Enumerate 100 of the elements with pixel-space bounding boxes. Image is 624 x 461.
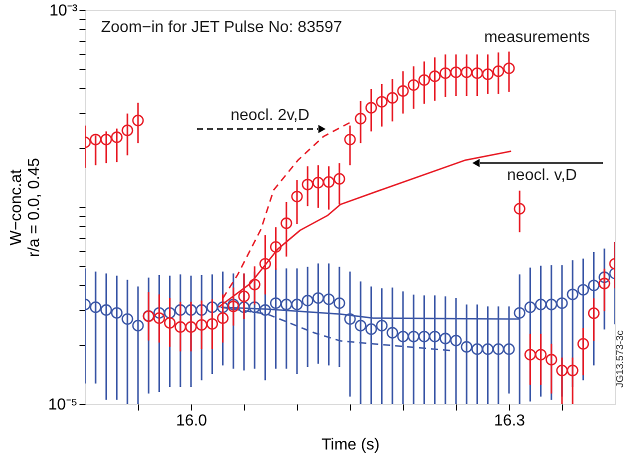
point — [471, 67, 484, 79]
point — [428, 70, 441, 82]
point — [460, 341, 472, 353]
point — [185, 321, 197, 333]
point — [556, 297, 568, 309]
point — [344, 134, 356, 146]
x-tick-label: 16.3 — [494, 412, 526, 430]
point — [598, 271, 610, 284]
point — [588, 280, 600, 292]
x-tick-label: 16.0 — [176, 412, 208, 430]
point — [164, 307, 176, 319]
point — [354, 320, 366, 332]
point — [534, 348, 547, 360]
point — [471, 343, 484, 355]
point — [460, 66, 472, 78]
point — [90, 301, 102, 314]
point — [408, 79, 420, 91]
point — [503, 343, 515, 355]
point — [376, 96, 388, 108]
point — [556, 364, 568, 376]
point — [503, 62, 515, 74]
point — [386, 326, 398, 339]
point — [196, 304, 208, 316]
point — [185, 304, 197, 316]
point — [440, 332, 452, 344]
point — [238, 301, 250, 314]
point — [354, 112, 366, 124]
annotation: JG13.573-3c — [615, 330, 624, 388]
point — [344, 313, 356, 325]
point — [110, 307, 123, 319]
point — [110, 131, 123, 144]
point — [440, 67, 452, 79]
annotation: measurements — [484, 29, 590, 46]
point — [428, 330, 441, 342]
point — [206, 318, 218, 330]
point — [100, 134, 112, 146]
point — [418, 74, 430, 86]
point — [598, 278, 610, 290]
point — [546, 354, 558, 366]
point — [588, 307, 600, 320]
point — [291, 190, 303, 202]
point — [216, 312, 229, 324]
point — [259, 304, 272, 316]
point — [122, 313, 134, 325]
point — [302, 294, 314, 306]
point — [312, 176, 324, 188]
annotation: neocl. v,D — [507, 167, 577, 184]
point — [270, 297, 282, 309]
point — [280, 298, 292, 310]
point — [386, 92, 398, 104]
point — [524, 348, 536, 360]
point — [534, 298, 547, 310]
point — [216, 301, 229, 314]
point — [524, 301, 536, 314]
point — [164, 317, 176, 329]
point — [482, 68, 494, 80]
point — [132, 114, 144, 126]
point — [397, 85, 409, 97]
point — [418, 330, 430, 342]
point — [514, 307, 526, 319]
point — [408, 330, 420, 342]
point — [196, 319, 208, 331]
point — [450, 66, 462, 78]
point — [322, 176, 335, 188]
point — [312, 292, 324, 304]
point — [365, 102, 378, 114]
point — [566, 364, 578, 376]
point — [153, 312, 166, 324]
point — [259, 258, 272, 270]
point — [397, 330, 409, 342]
point — [174, 304, 186, 316]
point — [514, 202, 526, 215]
point — [577, 338, 590, 350]
point — [365, 323, 378, 335]
point — [280, 217, 292, 230]
annotation: neocl. 2v,D — [230, 107, 310, 124]
point — [291, 298, 303, 310]
point — [270, 241, 282, 253]
text: Zoom−in for JET Pulse No: 83597 — [101, 19, 342, 36]
point — [238, 290, 250, 302]
x-axis-title: Time (s) — [321, 436, 380, 454]
point — [450, 334, 462, 346]
point — [174, 321, 186, 333]
y-tick-label: 10⁻⁵ — [48, 396, 78, 414]
point — [122, 124, 134, 136]
point — [492, 343, 504, 355]
point — [492, 65, 504, 78]
point — [482, 343, 494, 355]
point — [566, 288, 578, 300]
point — [546, 298, 558, 310]
y-tick-label: 10⁻³ — [49, 2, 78, 20]
point — [90, 134, 102, 146]
point — [132, 320, 144, 332]
point — [376, 320, 388, 332]
point — [334, 297, 346, 309]
point — [248, 301, 260, 314]
point — [100, 304, 112, 316]
point — [153, 307, 166, 319]
point — [302, 178, 314, 190]
point — [334, 173, 346, 185]
